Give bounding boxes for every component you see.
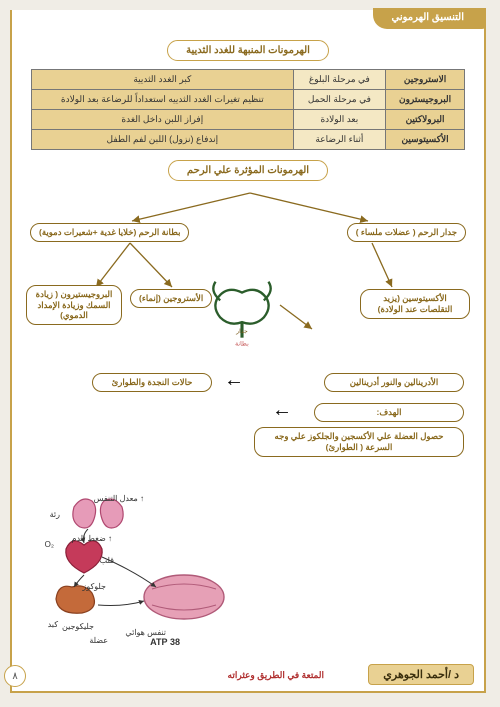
svg-text:جلوكوز: جلوكوز [81,582,106,591]
footer-tagline: المتعة في الطريق وعثراته [228,670,324,681]
table-row: الاستروجين في مرحلة البلوغ كبر الغدد الث… [31,70,464,90]
metabolism-diagram: ↑ معدل التنفس رئة O₂ ↑ ضغط الدم قلب جلوك… [12,449,484,669]
svg-text:بطانة: بطانة [235,340,249,347]
cell: في مرحلة الحمل [293,90,385,110]
cell: بعد الولادة [293,110,385,130]
cell: الأكسيتوسين [386,130,465,150]
node-goal-label: الهدف: [314,403,464,422]
cell: الاستروجين [386,70,465,90]
label-breath: ↑ معدل التنفس [94,494,144,503]
svg-text:عضلة: عضلة [89,636,108,645]
hormones-table: الاستروجين في مرحلة البلوغ كبر الغدد الث… [31,69,465,150]
uterus-icon: جدار بطانة [200,277,284,347]
cell: كبر الغدد الثديية [31,70,293,90]
arrow-icon: ← [224,369,244,392]
node-oxytocin: الأكسيتوسين (يزيد التقلصات عند الولادة) [360,289,470,319]
page-number: ٨ [4,665,26,687]
metabolism-illustration: ↑ معدل التنفس رئة O₂ ↑ ضغط الدم قلب جلوك… [44,487,254,647]
svg-text:38 ATP: 38 ATP [150,637,180,647]
svg-text:جليكوجين: جليكوجين [62,622,94,631]
node-adrenaline: الأدرينالين والنور أدرينالين [324,373,464,392]
cell: أثناء الرضاعة [293,130,385,150]
cell: إندفاع (نزول) اللبن لفم الطفل [31,130,293,150]
node-uterus-lining: بطانة الرحم (خلايا غدية +شعيرات دموية) [30,223,189,242]
cell: في مرحلة البلوغ [293,70,385,90]
cell: البرولاكتين [386,110,465,130]
cell: البروجيسترون [386,90,465,110]
svg-text:O₂: O₂ [45,540,54,549]
page-frame: التنسيق الهرموني الهرمونات المنبهة للغدد… [10,10,486,693]
svg-text:جدار: جدار [235,328,248,335]
uterus-flow: جدار الرحم ( عضلات ملساء ) الأكسيتوسين (… [12,189,484,449]
section1-title: الهرمونات المنبهة للغدد الثديية [167,40,329,61]
table-row: البروجيسترون في مرحلة الحمل تنظيم تغيرات… [31,90,464,110]
svg-text:رئة: رئة [50,510,61,519]
svg-text:تنفس هوائي: تنفس هوائي [125,628,166,637]
node-uterus-wall: جدار الرحم ( عضلات ملساء ) [347,223,466,242]
cell: إفراز اللبن داخل الغدة [31,110,293,130]
section2-title: الهرمونات المؤثرة علي الرحم [168,160,328,181]
table-row: البرولاكتين بعد الولادة إفراز اللبن داخل… [31,110,464,130]
cell: تنظيم تغيرات الغدد الثدييه استعداداً للر… [31,90,293,110]
node-emergency: حالات النجدة والطوارئ [92,373,212,392]
svg-text:كبد: كبد [48,620,59,629]
table-row: الأكسيتوسين أثناء الرضاعة إندفاع (نزول) … [31,130,464,150]
author-badge: د /أحمد الجوهري [368,664,474,685]
node-progesterone: البروجيستيرون ( زيادة السمك وزيادة الإمد… [26,285,122,325]
header-tab: التنسيق الهرموني [373,8,486,29]
svg-text:↑ ضغط الدم: ↑ ضغط الدم [71,534,112,543]
arrow-icon: ← [272,399,292,422]
